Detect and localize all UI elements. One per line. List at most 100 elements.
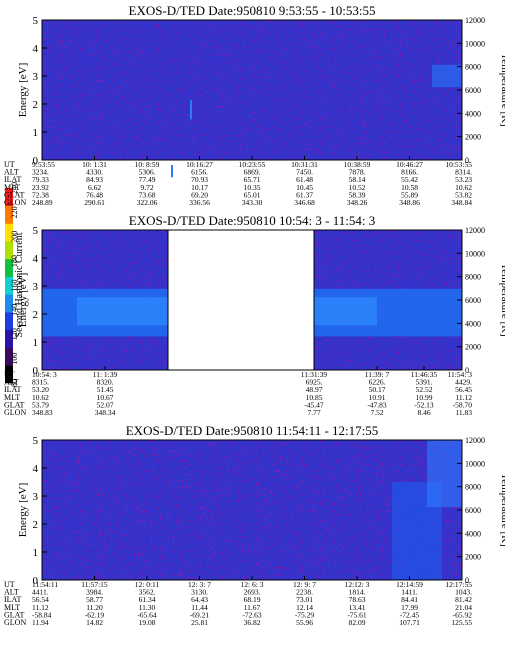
table-cell: 8314. xyxy=(455,168,472,177)
panel-title: EXOS-D/TED Date:950810 9:53:55 - 10:53:5… xyxy=(129,3,376,18)
table-cell: 12: 0:11 xyxy=(135,580,160,589)
table-cell: 82.09 xyxy=(349,618,366,627)
temperature-tick-label: 10000 xyxy=(465,39,485,48)
table-cell: 84.93 xyxy=(86,175,103,184)
table-cell: 2693. xyxy=(244,588,261,597)
energy-tick-label: 5 xyxy=(33,435,39,447)
table-cell: 6869. xyxy=(244,168,261,177)
table-cell: 11:54:11 xyxy=(32,580,58,589)
colorbar-tick-label: 100 xyxy=(10,353,19,365)
table-cell: 11.67 xyxy=(244,603,261,612)
energy-tick-label: 5 xyxy=(33,15,39,27)
table-cell: 7450. xyxy=(296,168,313,177)
spectrogram-band xyxy=(432,64,462,88)
table-cell: 1411. xyxy=(401,588,418,597)
colorbar-tick-label: 240 xyxy=(10,182,19,194)
table-cell: -58.70 xyxy=(453,400,473,409)
energy-axis-label: Energy [eV] xyxy=(17,273,29,327)
table-cell: 10:23:55 xyxy=(239,160,266,169)
colorbar-block xyxy=(5,312,13,331)
table-cell: 52.07 xyxy=(97,400,114,409)
table-cell: 48.97 xyxy=(306,385,323,394)
colorbar-tick-label: 120 xyxy=(10,328,19,340)
table-cell: 10.67 xyxy=(97,393,114,402)
table-cell: 10:38:59 xyxy=(344,160,371,169)
table-cell: 10:46:27 xyxy=(396,160,423,169)
temperature-tick-label: 10000 xyxy=(465,459,485,468)
colorbar-tick-label: 180 xyxy=(10,255,19,267)
table-cell: 5306. xyxy=(139,168,156,177)
table-cell: 6925. xyxy=(306,378,323,387)
table-cell: 65.01 xyxy=(244,190,261,199)
temperature-tick-label: 4000 xyxy=(465,319,481,328)
table-cell: 64.43 xyxy=(191,595,208,604)
table-cell: 11:31:39 xyxy=(301,370,328,379)
table-cell: 10.99 xyxy=(416,393,433,402)
table-cell: 76.48 xyxy=(86,190,103,199)
row-label: MLT xyxy=(4,393,20,402)
table-cell: 12:14:59 xyxy=(396,580,423,589)
temperature-tick-label: 12000 xyxy=(465,436,485,445)
table-cell: 12:17:55 xyxy=(445,580,472,589)
row-label: ALT xyxy=(4,378,19,387)
temperature-tick-label: 2000 xyxy=(465,133,481,142)
table-cell: 21.04 xyxy=(455,603,472,612)
table-cell: 51.45 xyxy=(97,385,114,394)
table-cell: 10.52 xyxy=(349,183,366,192)
table-cell: 12: 9: 7 xyxy=(293,580,316,589)
table-cell: 5391. xyxy=(416,378,433,387)
table-cell: 4429. xyxy=(455,378,472,387)
table-cell: 61.37 xyxy=(296,190,313,199)
colorbar-tick-label: 220 xyxy=(10,206,19,218)
table-cell: 290.61 xyxy=(84,198,105,207)
colorbar-block xyxy=(5,365,13,384)
energy-tick-label: 5 xyxy=(33,225,39,237)
table-cell: 343.30 xyxy=(242,198,263,207)
table-cell: 11: 1:39 xyxy=(93,370,118,379)
row-label: GLON xyxy=(4,618,26,627)
table-cell: 79.33 xyxy=(32,175,49,184)
row-label: GLAT xyxy=(4,610,25,619)
table-cell: 10.62 xyxy=(32,393,49,402)
row-label: ILAT xyxy=(4,595,21,604)
table-cell: 11.20 xyxy=(86,603,103,612)
temperature-tick-label: 6000 xyxy=(465,86,481,95)
table-cell: 10:53:55 xyxy=(445,160,472,169)
row-label: UT xyxy=(4,370,15,379)
table-cell: 10.85 xyxy=(306,393,323,402)
table-cell: 1814. xyxy=(349,588,366,597)
table-cell: 248.89 xyxy=(32,198,53,207)
table-cell: 12: 6: 3 xyxy=(241,580,264,589)
row-label: UT xyxy=(4,580,15,589)
data-gap xyxy=(168,229,314,371)
table-cell: 55.96 xyxy=(296,618,313,627)
panel-2: EXOS-D/TED Date:950810 10:54: 3 - 11:54:… xyxy=(4,213,505,417)
table-cell: 11:57:15 xyxy=(81,580,108,589)
temperature-tick-label: 2000 xyxy=(465,343,481,352)
table-cell: 58.39 xyxy=(349,190,366,199)
energy-tick-label: 2 xyxy=(33,309,39,321)
table-cell: 8320. xyxy=(97,378,114,387)
table-cell: 12: 3: 7 xyxy=(188,580,211,589)
table-cell: 4411. xyxy=(32,588,49,597)
temperature-tick-label: 8000 xyxy=(465,483,481,492)
table-cell: -62.19 xyxy=(85,610,105,619)
table-cell: -72.63 xyxy=(242,610,262,619)
table-cell: 10.45 xyxy=(296,183,313,192)
row-label: GLON xyxy=(4,408,26,417)
table-cell: 68.19 xyxy=(244,595,261,604)
table-cell: 6.62 xyxy=(88,183,101,192)
row-label: UT xyxy=(4,160,15,169)
temperature-tick-label: 0 xyxy=(465,366,469,375)
table-cell: 56.45 xyxy=(455,385,472,394)
table-cell: -75.29 xyxy=(295,610,315,619)
energy-tick-label: 4 xyxy=(33,253,39,265)
table-cell: 10.35 xyxy=(244,183,261,192)
table-cell: 1043. xyxy=(455,588,472,597)
table-cell: -75.61 xyxy=(347,610,367,619)
spectrogram-noise xyxy=(42,20,462,160)
table-cell: 10.58 xyxy=(401,183,418,192)
energy-tick-label: 1 xyxy=(33,127,39,139)
table-cell: 56.54 xyxy=(32,595,49,604)
table-cell: 10:31:31 xyxy=(291,160,318,169)
